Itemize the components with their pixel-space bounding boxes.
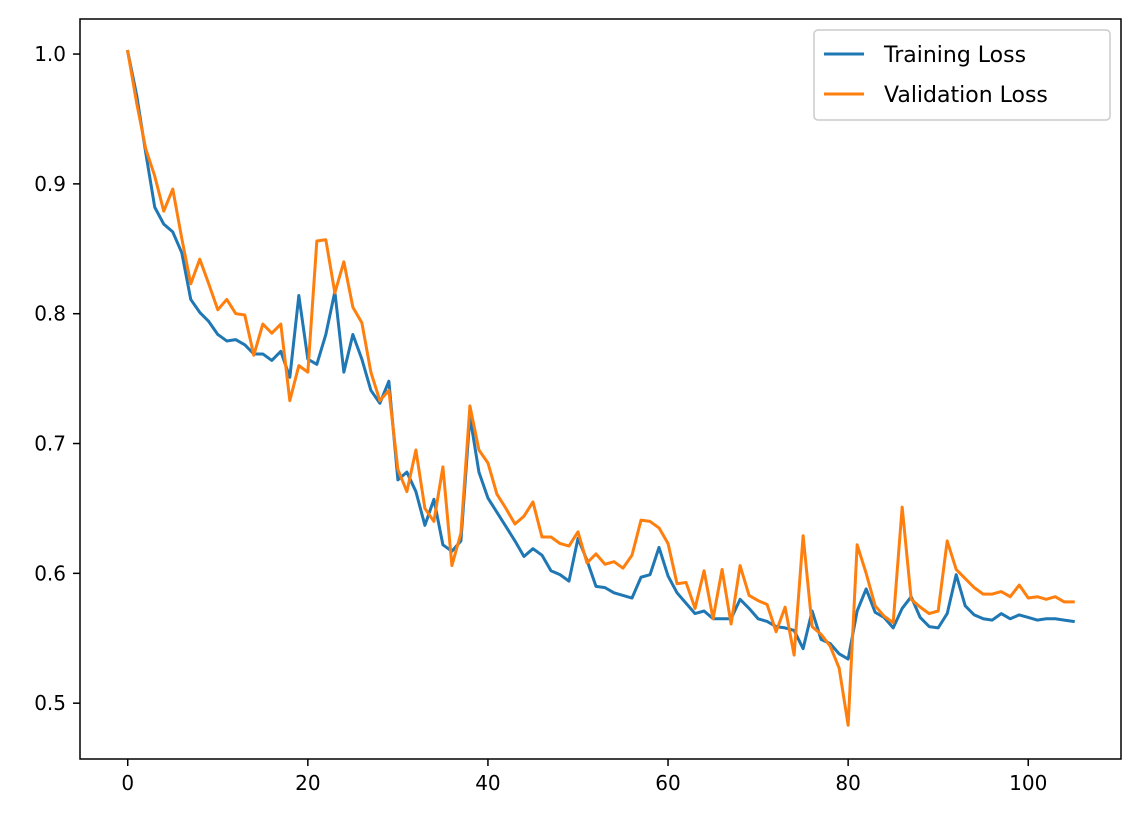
series-line-validation-loss xyxy=(125,49,1075,727)
x-axis: 0 20 40 60 80 100 xyxy=(121,759,1047,795)
legend-label-validation-loss: Validation Loss xyxy=(884,83,1048,108)
y-tick-label: 0.5 xyxy=(34,691,66,715)
x-tick-label: 0 xyxy=(121,771,134,795)
y-tick-label: 1.0 xyxy=(34,42,66,66)
x-tick-label: 20 xyxy=(295,771,320,795)
x-tick-label: 40 xyxy=(475,771,500,795)
y-tick-label: 0.7 xyxy=(34,432,66,456)
legend: Training Loss Validation Loss xyxy=(813,29,1111,121)
x-tick-label: 60 xyxy=(655,771,680,795)
y-axis: 0.5 0.6 0.7 0.8 0.9 1.0 xyxy=(34,42,80,715)
y-tick-label: 0.8 xyxy=(34,302,66,326)
y-tick-label: 0.6 xyxy=(34,561,66,585)
plot-series xyxy=(125,49,1075,727)
y-tick-label: 0.9 xyxy=(34,172,66,196)
x-tick-label: 80 xyxy=(835,771,860,795)
x-tick-label: 100 xyxy=(1009,771,1047,795)
plot-frame xyxy=(79,18,1122,760)
legend-box xyxy=(813,29,1111,121)
legend-label-training-loss: Training Loss xyxy=(883,43,1026,68)
